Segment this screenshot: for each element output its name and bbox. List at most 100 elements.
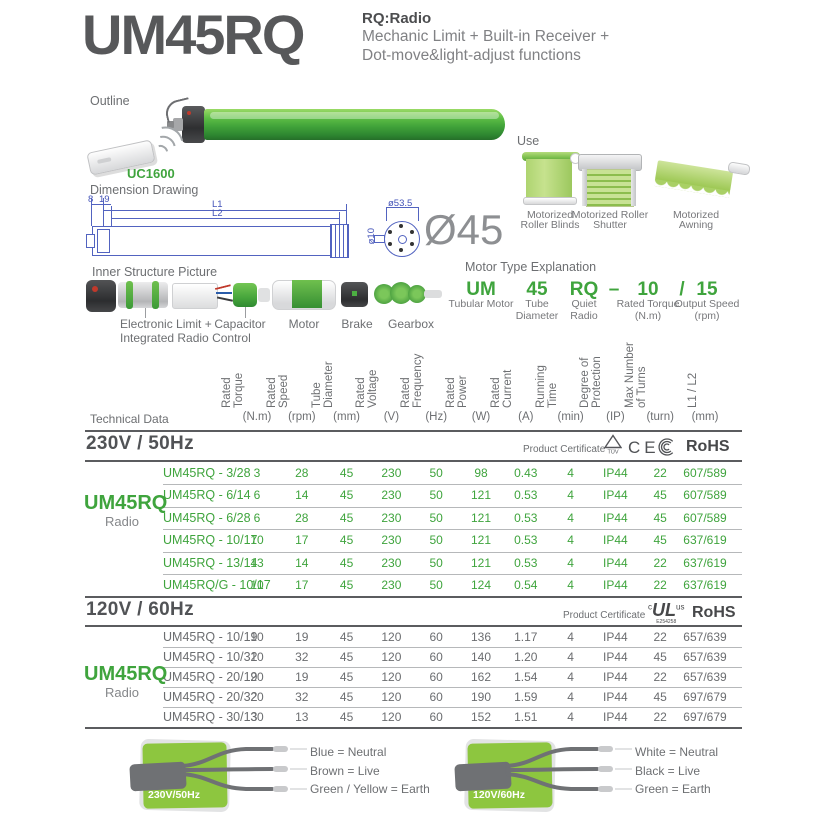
series-group-label: UM45RQ (84, 663, 168, 685)
table-row: UM45RQ - 13/14 13 14 45 230 50 121 0.53 4 IP44 22 6… (163, 552, 742, 574)
value-cell: 45 (339, 555, 354, 570)
value-cell: IP44 (603, 555, 628, 570)
wire-color-label: Blue = Neutral (310, 745, 387, 759)
table-row: UM45RQ - 20/19 20 19 45 120 60 162 1.54 4 IP44 22 6… (163, 667, 742, 687)
value-cell: IP44 (603, 533, 628, 548)
column-header: Rated Torque (221, 372, 245, 408)
value-cell: 607/589 (683, 488, 727, 503)
column-unit: (IP) (606, 411, 625, 423)
column-unit: (V) (383, 411, 400, 423)
value-cell: 30 (250, 710, 264, 724)
svg-text:TÜV: TÜV (608, 449, 619, 456)
column-header: Rated Current (489, 369, 514, 408)
capacitor-part (233, 283, 257, 307)
column-unit: (N.m) (242, 411, 272, 423)
wiring-voltage-label: 120V/60Hz (473, 789, 525, 801)
value-cell: 22 (653, 578, 667, 592)
value-cell: 4 (567, 710, 574, 724)
use-item-label: Awning (678, 219, 714, 231)
table-row: UM45RQ - 10/32 10 32 45 120 60 140 1.20 4 IP44 45 6… (163, 647, 742, 667)
value-cell: 657/639 (683, 630, 727, 644)
row-separator (163, 551, 742, 553)
value-cell: 230 (381, 555, 402, 570)
column-unit: (min) (557, 411, 584, 423)
value-cell: 124 (470, 578, 492, 592)
table-rule (85, 460, 742, 462)
value-cell: 22 (653, 555, 667, 570)
table-row: UM45RQ - 6/14 6 14 45 230 50 121 0.53 4 IP44 45 607… (163, 484, 742, 506)
value-cell: 45 (339, 533, 354, 548)
value-cell: 4 (567, 466, 574, 480)
use-item-label: Motorized (672, 209, 720, 221)
use-item (566, 150, 662, 208)
roller-shutter-icon (566, 150, 662, 208)
value-cell: 120 (381, 690, 402, 704)
motor-tube-graphic (204, 109, 505, 140)
value-cell: 657/639 (683, 670, 727, 684)
series-group-sublabel: Radio (105, 514, 139, 529)
wiring-voltage-label: 230V/50Hz (148, 789, 200, 801)
remote-model-label: UC1600 (127, 166, 175, 181)
row-separator (163, 687, 742, 688)
product-title: UM45RQ (82, 3, 305, 66)
value-cell: 10 (250, 578, 264, 592)
value-cell: 17 (295, 578, 309, 592)
value-cell: 50 (429, 510, 443, 525)
value-cell: 60 (429, 630, 443, 644)
value-cell: 120 (381, 650, 402, 664)
diameter-45-label: Ø45 (424, 206, 504, 253)
value-cell: 45 (339, 670, 354, 684)
value-cell: 637/619 (683, 555, 727, 570)
dim-l1-label: L1 (212, 199, 223, 210)
value-cell: 190 (470, 690, 492, 704)
value-cell: 22 (653, 630, 667, 644)
motor-head-graphic (182, 106, 205, 143)
value-cell: 20 (250, 690, 264, 704)
value-cell: 45 (653, 650, 667, 664)
motor-type-desc: Tubular Motor (448, 298, 514, 310)
value-cell: 13 (295, 710, 309, 724)
value-cell: 230 (381, 466, 402, 480)
tuv-icon: TÜV (603, 434, 623, 460)
cul-us-icon: cULus E254258 (648, 600, 685, 625)
motor-type-section-label: Motor Type Explanation (465, 260, 597, 274)
column-unit: (W) (471, 411, 491, 423)
value-cell: 22 (653, 670, 667, 684)
use-item (652, 150, 751, 208)
cable-wires-graphic (505, 742, 637, 803)
value-cell: 230 (381, 533, 402, 548)
value-cell: 98 (474, 466, 488, 480)
value-cell: 120 (381, 710, 402, 724)
value-cell: 4 (567, 690, 574, 704)
value-cell: 50 (429, 578, 443, 592)
use-item-label: Motorized Roller (571, 209, 649, 221)
value-cell: 50 (429, 555, 443, 570)
value-cell: 19 (295, 630, 309, 644)
voltage-section-header: 120V / 60Hz (86, 599, 194, 620)
column-unit: (mm) (333, 411, 360, 423)
value-cell: 4 (567, 533, 574, 548)
value-cell: 120 (381, 630, 402, 644)
model-cell: UM45RQ - 6/28 (163, 510, 251, 525)
value-cell: 120 (381, 670, 402, 684)
awning-icon (652, 150, 751, 208)
value-cell: 607/589 (683, 466, 727, 480)
value-cell: 3 (253, 466, 261, 480)
value-cell: 45 (653, 533, 667, 548)
table-row: UM45RQ - 10/19 10 19 45 120 60 136 1.17 4 IP44 22 6… (163, 627, 742, 647)
value-cell: 230 (381, 488, 402, 503)
value-cell: 10 (250, 533, 264, 548)
motor-type-code: / (679, 279, 685, 300)
value-cell: 60 (429, 710, 443, 724)
cable-wires-graphic (180, 742, 312, 803)
motor-type-code: – (608, 279, 620, 300)
value-cell: 1.59 (514, 690, 538, 704)
column-unit: (turn) (646, 411, 674, 423)
rohs-icon: RoHS (686, 438, 730, 455)
value-cell: 4 (567, 670, 574, 684)
value-cell: 230 (381, 578, 402, 592)
table-row: UM45RQ/G - 10/17 10 17 45 230 50 124 0.54 4 IP44 2… (163, 574, 742, 596)
model-cell: UM45RQ - 13/14 (163, 555, 258, 570)
value-cell: 1.54 (514, 670, 538, 684)
